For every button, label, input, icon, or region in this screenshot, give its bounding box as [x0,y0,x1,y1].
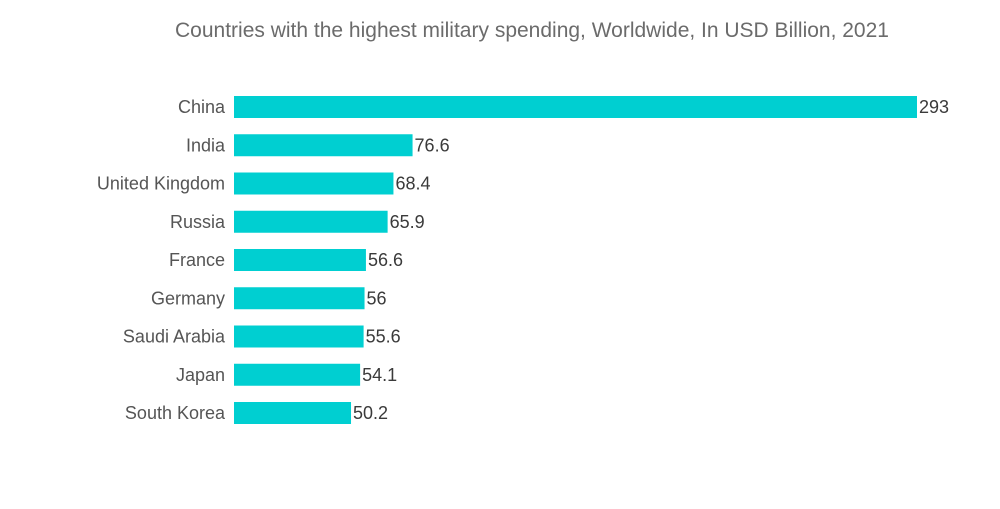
value-label-united-kingdom: 68.4 [395,174,430,194]
category-label-germany: Germany [151,288,225,308]
category-label-india: India [186,135,226,155]
bar-india [234,134,413,157]
category-label-saudi-arabia: Saudi Arabia [123,327,226,347]
category-label-japan: Japan [176,365,225,385]
category-label-south-korea: South Korea [125,403,226,423]
value-label-russia: 65.9 [390,212,425,232]
bar-russia [234,210,388,233]
chart-title: Countries with the highest military spen… [175,19,889,42]
category-label-russia: Russia [170,212,226,232]
bar-japan [234,363,361,386]
value-label-india: 76.6 [415,135,450,155]
category-label-china: China [178,97,226,117]
value-label-south-korea: 50.2 [353,403,388,423]
bar-france [234,249,366,271]
category-label-france: France [169,250,225,270]
category-label-united-kingdom: United Kingdom [97,174,225,194]
value-label-japan: 54.1 [362,365,397,385]
bar-united-kingdom [234,172,394,195]
category-labels: China India United Kingdom Russia France Germ… [97,97,226,423]
value-labels: 293 76.6 68.4 65.9 56.6 56 55.6 54.1 50.2 [353,97,949,423]
value-label-china: 293 [919,97,949,117]
bar-china [234,96,917,118]
bar-saudi-arabia [234,325,364,348]
bar-germany [234,287,365,310]
value-label-france: 56.6 [368,250,403,270]
bars-group [234,96,917,424]
bar-south-korea [234,402,352,424]
value-label-saudi-arabia: 55.6 [366,327,401,347]
value-label-germany: 56 [367,288,387,308]
